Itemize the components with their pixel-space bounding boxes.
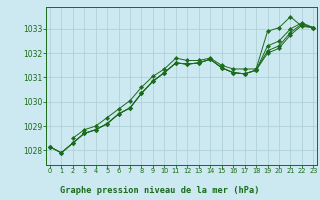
Text: Graphe pression niveau de la mer (hPa): Graphe pression niveau de la mer (hPa) [60,186,260,195]
